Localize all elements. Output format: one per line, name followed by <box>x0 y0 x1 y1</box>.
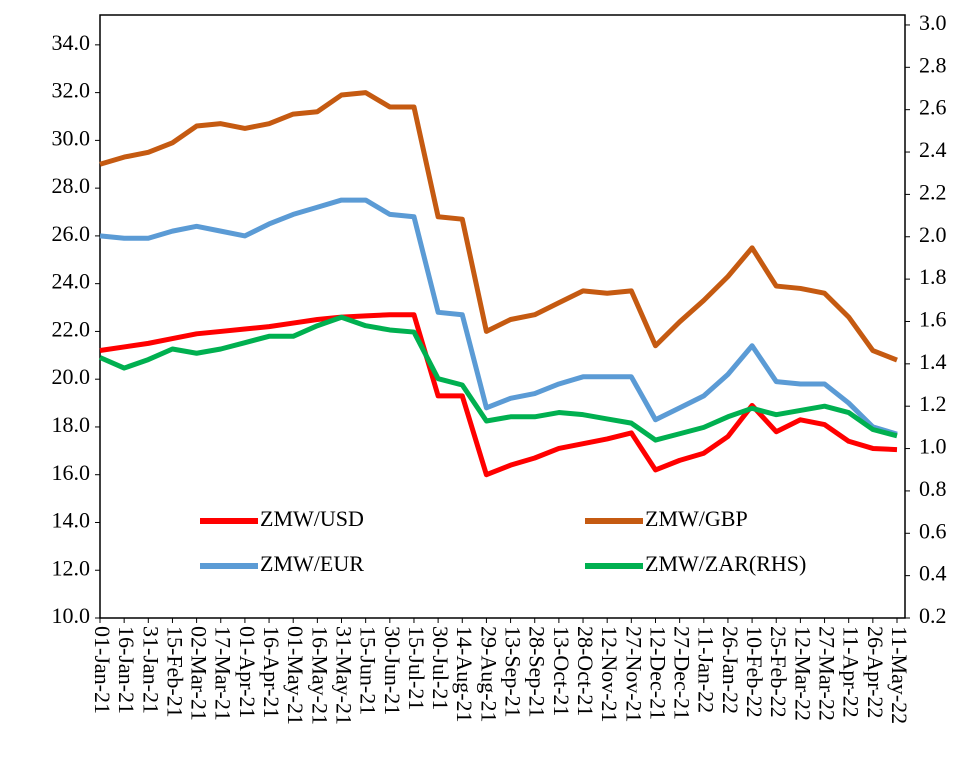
x-tick-label: 13-Sep-21 <box>501 626 526 718</box>
y-tick-label: 20.0 <box>52 364 91 389</box>
y-tick-label: 30.0 <box>52 125 91 150</box>
y2-tick-label: 0.2 <box>919 603 947 628</box>
y2-tick-label: 1.8 <box>919 264 947 289</box>
x-tick-label: 27-Mar-22 <box>814 626 839 721</box>
y-tick-label: 34.0 <box>52 30 91 55</box>
x-tick-label: 11-Apr-22 <box>839 626 864 718</box>
x-tick-label: 01-May-21 <box>283 626 308 725</box>
y-tick-label: 10.0 <box>52 603 91 628</box>
y-tick-label: 26.0 <box>52 221 91 246</box>
x-tick-label: 15-Feb-21 <box>162 626 187 718</box>
y2-tick-label: 2.8 <box>919 52 947 77</box>
x-tick-label: 28-Oct-21 <box>573 626 598 716</box>
y2-tick-label: 1.2 <box>919 391 947 416</box>
x-tick-label: 13-Oct-21 <box>549 626 574 716</box>
plot-area <box>99 14 906 619</box>
x-tick-label: 31-May-21 <box>331 626 356 725</box>
y2-tick-label: 3.0 <box>919 10 947 35</box>
x-tick-label: 30-Jun-21 <box>380 626 405 715</box>
y-tick-label: 16.0 <box>52 460 91 485</box>
x-tick-label: 16-Jan-21 <box>114 626 139 714</box>
y2-tick-label: 0.4 <box>919 561 947 586</box>
x-tick-label: 28-Sep-21 <box>525 626 550 718</box>
x-tick-label: 11-Jan-22 <box>694 626 719 713</box>
x-tick-label: 15-Jul-21 <box>404 626 429 710</box>
legend-label: ZMW/EUR <box>260 551 364 576</box>
y-tick-label: 32.0 <box>52 78 91 103</box>
y-tick-label: 28.0 <box>52 173 91 198</box>
x-tick-label: 29-Aug-21 <box>476 626 501 723</box>
y2-tick-label: 0.6 <box>919 518 947 543</box>
x-tick-label: 30-Jul-21 <box>428 626 453 710</box>
y-tick-label: 18.0 <box>52 412 91 437</box>
x-tick-label: 17-Mar-21 <box>211 626 236 721</box>
y2-tick-label: 2.0 <box>919 222 947 247</box>
x-tick-label: 02-Mar-21 <box>187 626 212 721</box>
x-tick-label: 12-Dec-21 <box>645 626 670 720</box>
x-tick-label: 01-Apr-21 <box>235 626 260 718</box>
x-tick-label: 26-Jan-22 <box>718 626 743 714</box>
legend-label: ZMW/GBP <box>645 506 748 531</box>
series-line <box>99 90 898 363</box>
legend-label: ZMW/USD <box>260 506 364 531</box>
x-tick-label: 10-Feb-22 <box>742 626 767 718</box>
x-tick-label: 31-Jan-21 <box>138 626 163 714</box>
y-tick-label: 22.0 <box>52 316 91 341</box>
y2-tick-label: 0.8 <box>919 476 947 501</box>
x-tick-label: 12-Nov-21 <box>597 626 622 723</box>
series-line <box>98 314 898 443</box>
y-tick-label: 24.0 <box>52 269 91 294</box>
legend-label: ZMW/ZAR(RHS) <box>645 551 806 576</box>
x-tick-label: 16-May-21 <box>307 626 332 725</box>
x-tick-label: 11-May-22 <box>887 626 912 724</box>
y2-tick-label: 1.4 <box>919 349 947 374</box>
series-line <box>99 312 898 478</box>
x-tick-label: 14-Aug-21 <box>452 626 477 723</box>
x-tick-label: 16-Apr-21 <box>259 626 284 718</box>
y2-tick-label: 1.6 <box>919 307 947 332</box>
y-tick-label: 12.0 <box>52 555 91 580</box>
y2-tick-label: 2.6 <box>919 95 947 120</box>
x-tick-label: 27-Dec-21 <box>670 626 695 720</box>
x-tick-label: 15-Jun-21 <box>356 626 381 715</box>
y2-tick-label: 2.2 <box>919 179 947 204</box>
x-tick-label: 27-Nov-21 <box>621 626 646 723</box>
series-line <box>99 197 898 437</box>
x-tick-label: 25-Feb-22 <box>766 626 791 718</box>
x-tick-label: 26-Apr-22 <box>863 626 888 718</box>
x-tick-label: 01-Jan-21 <box>90 626 115 714</box>
y2-tick-label: 1.0 <box>919 434 947 459</box>
y-tick-label: 14.0 <box>52 508 91 533</box>
y2-tick-label: 2.4 <box>919 137 947 162</box>
x-tick-label: 12-Mar-22 <box>790 626 815 721</box>
